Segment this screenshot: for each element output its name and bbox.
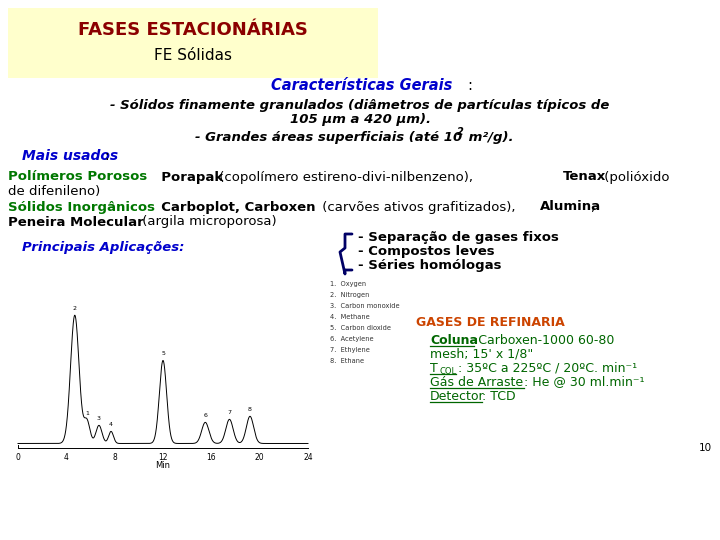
- Text: 1.  Oxygen: 1. Oxygen: [330, 281, 366, 287]
- Text: 3: 3: [97, 416, 101, 421]
- Text: :: :: [467, 78, 472, 92]
- Text: - Compostos leves: - Compostos leves: [358, 246, 495, 259]
- Text: 4.  Methane: 4. Methane: [330, 314, 370, 320]
- Text: :: :: [104, 149, 109, 163]
- Text: 2: 2: [457, 127, 464, 137]
- Text: Carboplot, Carboxen: Carboplot, Carboxen: [152, 200, 315, 213]
- Text: Peneira Molecular: Peneira Molecular: [8, 215, 144, 228]
- Text: - Séries homólogas: - Séries homólogas: [358, 260, 502, 273]
- Text: (carvões ativos grafitizados),: (carvões ativos grafitizados),: [318, 200, 520, 213]
- Text: Gás de Arraste: Gás de Arraste: [430, 375, 523, 388]
- Text: mesh; 15' x 1/8": mesh; 15' x 1/8": [430, 348, 534, 361]
- Text: 0: 0: [16, 453, 20, 462]
- Text: (polióxido: (polióxido: [600, 171, 670, 184]
- Text: Principais Aplicações:: Principais Aplicações:: [22, 241, 184, 254]
- FancyBboxPatch shape: [8, 8, 378, 78]
- Text: 12: 12: [158, 453, 168, 462]
- Text: Detector: Detector: [430, 389, 485, 402]
- Text: Alumina: Alumina: [540, 200, 601, 213]
- Text: 5: 5: [161, 351, 165, 356]
- Text: Sólidos Inorgânicos: Sólidos Inorgânicos: [8, 200, 155, 213]
- Text: (copolímero estireno-divi-nilbenzeno),: (copolímero estireno-divi-nilbenzeno),: [215, 171, 477, 184]
- Text: 4: 4: [64, 453, 69, 462]
- Text: : TCD: : TCD: [482, 389, 516, 402]
- Text: 2: 2: [73, 306, 77, 310]
- Text: Tenax: Tenax: [563, 171, 606, 184]
- Text: 6.  Acetylene: 6. Acetylene: [330, 336, 374, 342]
- Text: Min: Min: [156, 461, 171, 470]
- Text: 6: 6: [203, 413, 207, 418]
- Text: : 35ºC a 225ºC / 20ºC. min⁻¹: : 35ºC a 225ºC / 20ºC. min⁻¹: [458, 361, 637, 375]
- Text: (argila microporosa): (argila microporosa): [138, 215, 276, 228]
- Text: COL: COL: [439, 367, 456, 375]
- Text: ,: ,: [590, 200, 594, 213]
- Text: - Sólidos finamente granulados (diâmetros de partículas típicos de: - Sólidos finamente granulados (diâmetro…: [110, 98, 610, 111]
- Text: FASES ESTACIONÁRIAS: FASES ESTACIONÁRIAS: [78, 21, 308, 39]
- Text: T: T: [430, 361, 438, 375]
- Text: 10: 10: [699, 443, 712, 453]
- Text: Mais usados: Mais usados: [22, 149, 118, 163]
- Text: FE Sólidas: FE Sólidas: [154, 48, 232, 63]
- Text: - Grandes áreas superficiais (até 10: - Grandes áreas superficiais (até 10: [195, 131, 462, 144]
- Text: 7: 7: [228, 410, 231, 415]
- Text: 7.  Ethylene: 7. Ethylene: [330, 347, 370, 353]
- Text: 4: 4: [109, 422, 113, 427]
- Text: 8: 8: [248, 407, 252, 412]
- Text: 8.  Ethane: 8. Ethane: [330, 358, 364, 364]
- Text: 24: 24: [303, 453, 312, 462]
- Text: de difenileno): de difenileno): [8, 185, 100, 198]
- Text: 1: 1: [85, 411, 89, 416]
- Text: 20: 20: [255, 453, 264, 462]
- Text: Características Gerais: Características Gerais: [271, 78, 453, 92]
- Text: m²/g).: m²/g).: [464, 131, 513, 144]
- Text: Porapak: Porapak: [152, 171, 223, 184]
- Text: 3.  Carbon monoxide: 3. Carbon monoxide: [330, 303, 400, 309]
- Text: GASES DE REFINARIA: GASES DE REFINARIA: [415, 315, 564, 328]
- Text: Coluna: Coluna: [430, 334, 478, 347]
- Text: :Carboxen-1000 60-80: :Carboxen-1000 60-80: [474, 334, 614, 347]
- Text: 2.  Nitrogen: 2. Nitrogen: [330, 292, 369, 298]
- Text: Polímeros Porosos: Polímeros Porosos: [8, 171, 148, 184]
- Text: : He @ 30 ml.min⁻¹: : He @ 30 ml.min⁻¹: [524, 375, 644, 388]
- Text: - Separação de gases fixos: - Separação de gases fixos: [358, 232, 559, 245]
- Text: 105 μm a 420 μm).: 105 μm a 420 μm).: [289, 113, 431, 126]
- Text: 5.  Carbon dioxide: 5. Carbon dioxide: [330, 325, 391, 331]
- Text: 8: 8: [112, 453, 117, 462]
- Text: 16: 16: [207, 453, 216, 462]
